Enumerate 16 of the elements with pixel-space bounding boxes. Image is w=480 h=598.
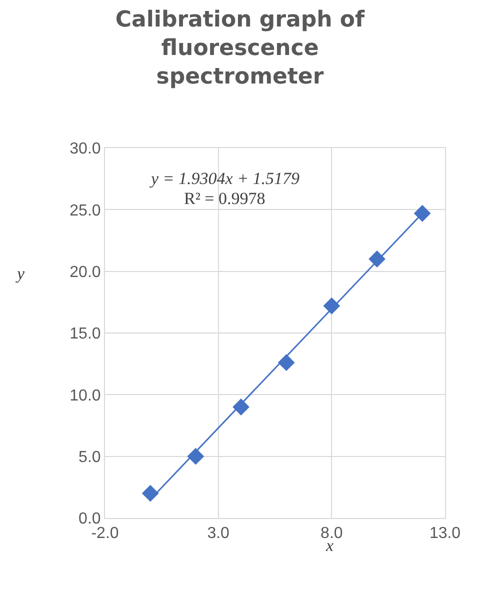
y-tick-label: 20.0 bbox=[70, 264, 101, 281]
y-tick-label: 15.0 bbox=[70, 326, 101, 343]
x-tick-label: 13.0 bbox=[429, 525, 461, 542]
y-axis-title: y bbox=[15, 264, 25, 283]
point bbox=[414, 204, 431, 222]
annotation: R² = 0.9978 bbox=[184, 189, 266, 208]
y-tick-label: 30.0 bbox=[70, 140, 101, 158]
y-tick-label: 10.0 bbox=[70, 387, 101, 404]
x-tick-label: 3.0 bbox=[207, 525, 230, 542]
x-tick-label: -2.0 bbox=[91, 525, 119, 542]
annotation: y = 1.9304x + 1.5179 bbox=[149, 169, 300, 188]
x-tick-label: 8.0 bbox=[320, 525, 343, 542]
y-tick-label: 25.0 bbox=[70, 202, 101, 220]
y-tick-label: 5.0 bbox=[78, 448, 101, 466]
chart-title: Calibration graph of fluorescence spectrometer bbox=[115, 7, 366, 90]
y-tick-label: 0.0 bbox=[78, 510, 101, 528]
